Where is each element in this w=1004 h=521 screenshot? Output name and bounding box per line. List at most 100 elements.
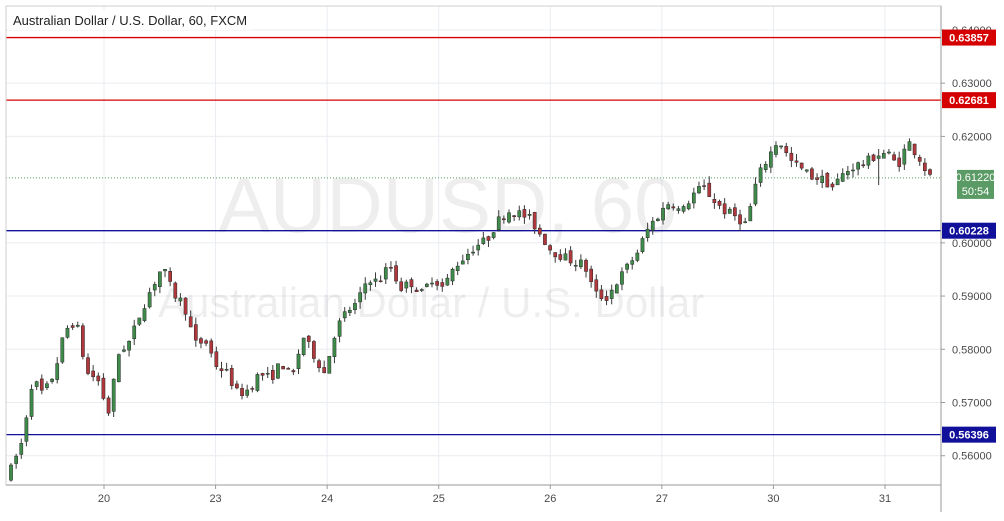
- candle-down[interactable]: [543, 233, 547, 245]
- candle-down[interactable]: [522, 209, 527, 218]
- candle-down[interactable]: [389, 267, 393, 269]
- candle-down[interactable]: [286, 368, 291, 370]
- candle-down[interactable]: [317, 360, 321, 369]
- candle-down[interactable]: [912, 143, 917, 156]
- candle-down[interactable]: [917, 157, 922, 162]
- candle-up[interactable]: [45, 383, 49, 388]
- candle-down[interactable]: [599, 289, 604, 299]
- candle-up[interactable]: [152, 284, 157, 291]
- candle-up[interactable]: [635, 252, 640, 261]
- candle-up[interactable]: [255, 374, 260, 391]
- candle-up[interactable]: [430, 282, 434, 285]
- candle-down[interactable]: [188, 316, 193, 328]
- candle-down[interactable]: [733, 207, 737, 217]
- candle-down[interactable]: [281, 366, 285, 370]
- candle-down[interactable]: [594, 279, 599, 292]
- candle-up[interactable]: [296, 353, 301, 369]
- candle-down[interactable]: [810, 168, 814, 180]
- candle-down[interactable]: [378, 280, 383, 283]
- candle-down[interactable]: [512, 215, 516, 217]
- candle-up[interactable]: [856, 162, 860, 170]
- candle-up[interactable]: [881, 153, 886, 159]
- candle-up[interactable]: [614, 284, 619, 294]
- candle-up[interactable]: [337, 320, 342, 337]
- candle-up[interactable]: [846, 171, 850, 176]
- candle-up[interactable]: [625, 263, 629, 270]
- candle-up[interactable]: [460, 260, 465, 265]
- candle-down[interactable]: [537, 227, 542, 235]
- candle-down[interactable]: [312, 341, 316, 359]
- candle-up[interactable]: [851, 169, 855, 172]
- candle-up[interactable]: [491, 232, 496, 238]
- candle-down[interactable]: [502, 218, 506, 221]
- candle-down[interactable]: [712, 198, 717, 203]
- candle-up[interactable]: [276, 363, 280, 379]
- candle-up[interactable]: [517, 210, 522, 218]
- candle-up[interactable]: [481, 237, 486, 244]
- candle-down[interactable]: [173, 282, 178, 299]
- candle-down[interactable]: [106, 397, 111, 414]
- candle-down[interactable]: [209, 340, 214, 354]
- candle-down[interactable]: [825, 172, 830, 188]
- candle-up[interactable]: [661, 207, 665, 221]
- candle-up[interactable]: [840, 173, 845, 182]
- candle-up[interactable]: [265, 372, 270, 375]
- candle-down[interactable]: [235, 383, 239, 389]
- candle-up[interactable]: [342, 311, 347, 319]
- candle-down[interactable]: [584, 259, 588, 272]
- candle-up[interactable]: [404, 281, 409, 289]
- candle-up[interactable]: [383, 267, 388, 280]
- candle-up[interactable]: [158, 271, 162, 287]
- candle-up[interactable]: [9, 464, 13, 481]
- candle-up[interactable]: [691, 192, 696, 204]
- candle-up[interactable]: [353, 303, 357, 311]
- candle-down[interactable]: [923, 162, 927, 171]
- candle-up[interactable]: [245, 389, 250, 396]
- candle-up[interactable]: [645, 228, 650, 238]
- candle-down[interactable]: [183, 297, 188, 315]
- candle-up[interactable]: [368, 282, 373, 285]
- candle-up[interactable]: [907, 141, 912, 151]
- candle-down[interactable]: [270, 370, 275, 380]
- candle-up[interactable]: [609, 289, 614, 299]
- candle-down[interactable]: [291, 370, 296, 373]
- candle-up[interactable]: [163, 269, 167, 272]
- candle-up[interactable]: [24, 417, 29, 442]
- candle-down[interactable]: [486, 236, 491, 241]
- candle-up[interactable]: [29, 389, 34, 417]
- candle-up[interactable]: [142, 308, 147, 321]
- candle-down[interactable]: [553, 252, 558, 258]
- candle-up[interactable]: [902, 148, 907, 165]
- candle-down[interactable]: [322, 367, 327, 374]
- candle-down[interactable]: [928, 169, 932, 175]
- candle-up[interactable]: [111, 378, 116, 412]
- candle-up[interactable]: [301, 337, 306, 355]
- candle-up[interactable]: [466, 253, 470, 260]
- candle-down[interactable]: [409, 279, 414, 288]
- candle-down[interactable]: [784, 146, 789, 153]
- candle-up[interactable]: [60, 337, 65, 363]
- candle-up[interactable]: [768, 151, 773, 168]
- candle-down[interactable]: [604, 296, 609, 301]
- candle-up[interactable]: [887, 151, 891, 154]
- candle-down[interactable]: [394, 265, 398, 282]
- candle-up[interactable]: [419, 289, 424, 291]
- candle-up[interactable]: [476, 244, 481, 251]
- candle-up[interactable]: [425, 283, 429, 287]
- candle-up[interactable]: [579, 259, 583, 268]
- candle-down[interactable]: [830, 183, 835, 188]
- candle-up[interactable]: [563, 253, 568, 261]
- candle-down[interactable]: [219, 368, 224, 372]
- candle-down[interactable]: [96, 375, 101, 382]
- candle-down[interactable]: [250, 388, 255, 390]
- candle-down[interactable]: [558, 254, 563, 260]
- candle-up[interactable]: [19, 443, 24, 455]
- candle-up[interactable]: [804, 169, 809, 172]
- candle-down[interactable]: [815, 177, 819, 180]
- candle-down[interactable]: [738, 214, 742, 225]
- candle-down[interactable]: [70, 325, 75, 328]
- candle-down[interactable]: [214, 351, 219, 367]
- candle-up[interactable]: [676, 208, 681, 211]
- candle-up[interactable]: [471, 251, 475, 254]
- candle-up[interactable]: [640, 238, 645, 252]
